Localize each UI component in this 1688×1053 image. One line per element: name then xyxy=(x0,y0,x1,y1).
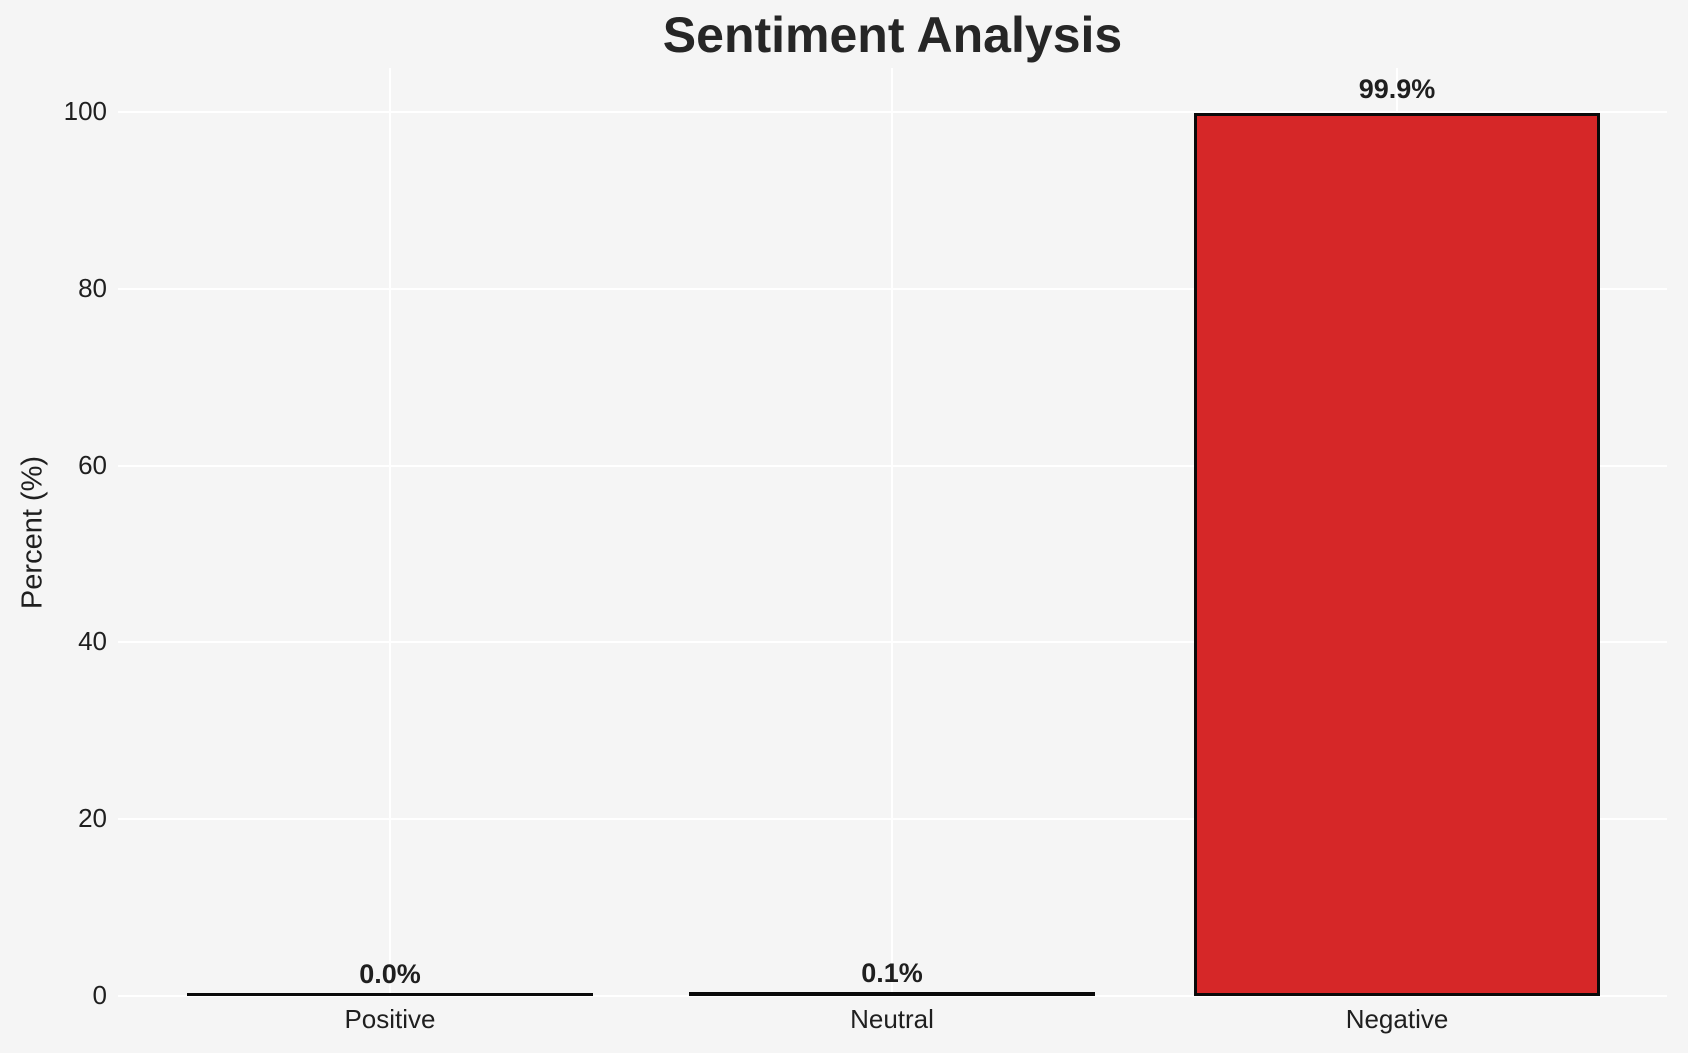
gridline-y-0 xyxy=(118,995,1667,997)
chart-title: Sentiment Analysis xyxy=(662,7,1123,63)
xtick-label-positive: Positive xyxy=(344,1004,436,1034)
value-label-neutral: 0.1% xyxy=(861,958,923,989)
bar-negative xyxy=(1194,112,1600,996)
ytick-label-60: 60 xyxy=(78,449,107,480)
ytick-label-100: 100 xyxy=(63,96,107,126)
ytick-label-80: 80 xyxy=(78,272,107,303)
gridline-x-positive xyxy=(389,68,391,996)
ytick-label-40: 40 xyxy=(78,626,107,657)
ytick-label-20: 20 xyxy=(78,803,107,834)
xtick-label-negative: Negative xyxy=(1345,1004,1449,1034)
ytick-label-0: 0 xyxy=(92,980,107,1010)
bar-positive xyxy=(187,993,593,996)
value-label-positive: 0.0% xyxy=(359,959,421,989)
xtick-label-neutral: Neutral xyxy=(850,1004,934,1034)
value-label-negative: 99.9% xyxy=(1358,73,1436,104)
gridline-x-neutral xyxy=(891,68,893,996)
bar-neutral xyxy=(689,992,1095,996)
